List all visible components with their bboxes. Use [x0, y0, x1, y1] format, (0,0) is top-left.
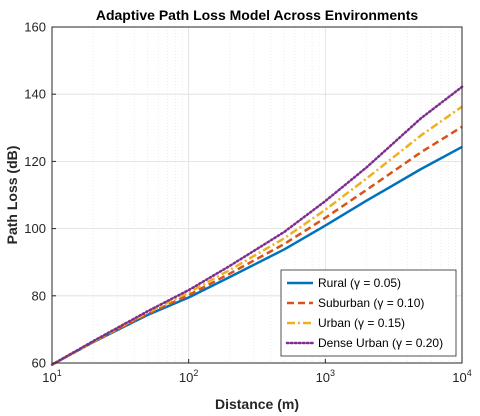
- series-line-2: [51, 125, 463, 366]
- y-tick-label: 160: [24, 20, 46, 35]
- x-tick-label: 104: [452, 368, 471, 385]
- x-axis-label: Distance (m): [215, 396, 299, 412]
- x-tick-label: 103: [316, 368, 335, 385]
- y-tick-label: 60: [32, 356, 46, 371]
- legend-label: Dense Urban (γ = 0.20): [318, 336, 443, 350]
- legend-label: Suburban (γ = 0.10): [318, 296, 424, 310]
- axes-box: [51, 26, 463, 364]
- y-tick-label: 80: [32, 288, 46, 303]
- y-tick-label: 140: [24, 87, 46, 102]
- legend-label: Urban (γ = 0.15): [318, 316, 405, 330]
- x-tick-label: 102: [179, 368, 198, 385]
- x-tick-label: 101: [42, 368, 61, 385]
- chart-title: Adaptive Path Loss Model Across Environm…: [96, 7, 419, 23]
- legend: Rural (γ = 0.05) Suburban (γ = 0.10) Urban…: [280, 269, 457, 357]
- ticks: 60 80 100 120 140 160 101 102 103 104: [24, 20, 471, 386]
- series-lines: [50, 85, 464, 366]
- series-line-3: [51, 105, 463, 366]
- y-tick-label: 120: [24, 154, 46, 169]
- y-axis-label: Path Loss (dB): [4, 146, 20, 245]
- legend-box: [280, 269, 457, 357]
- series-line-4: [50, 85, 464, 366]
- legend-label: Rural (γ = 0.05): [318, 276, 401, 290]
- y-tick-label: 100: [24, 221, 46, 236]
